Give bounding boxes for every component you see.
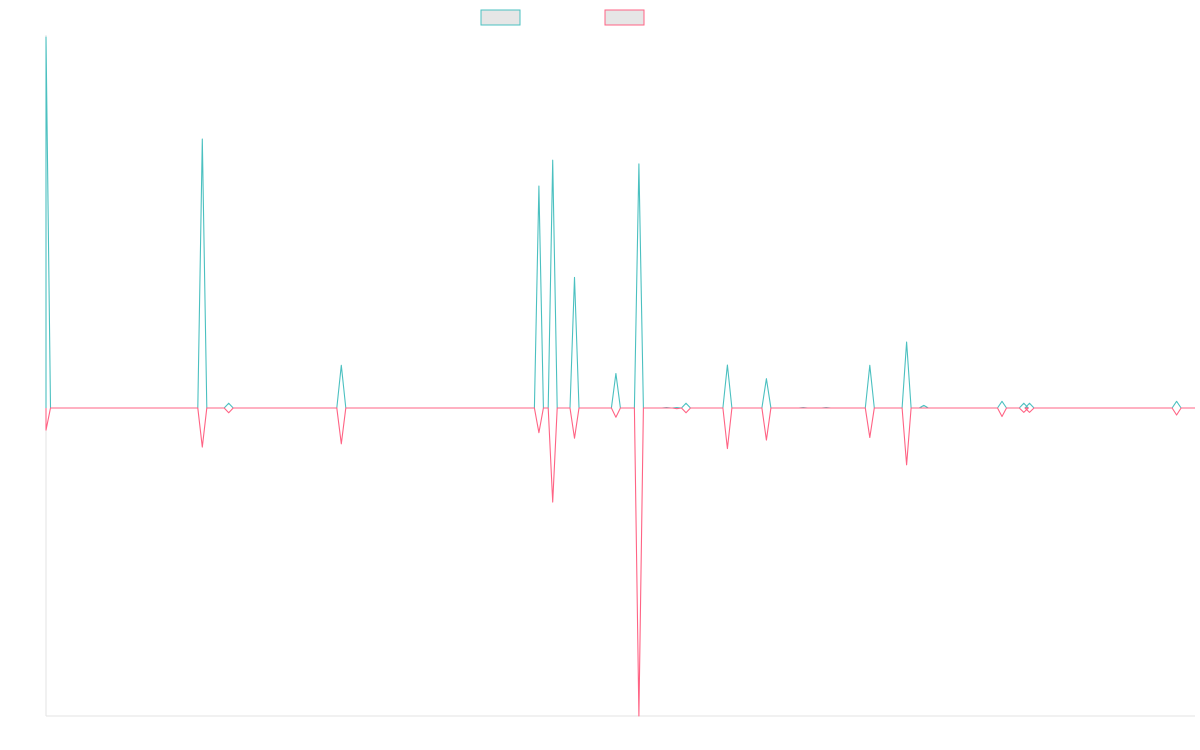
legend-swatch-1[interactable] — [480, 9, 521, 26]
data-point-s2-9[interactable] — [636, 713, 642, 719]
data-point-s2-2[interactable] — [199, 444, 205, 450]
data-point-s1-13[interactable] — [724, 362, 730, 368]
data-point-s2-10[interactable] — [674, 406, 680, 412]
data-point-s2-12[interactable] — [724, 446, 730, 452]
legend — [480, 9, 645, 26]
data-point-s2-16[interactable] — [999, 414, 1005, 420]
data-point-s1-8[interactable] — [613, 371, 619, 377]
data-point-s1-12[interactable] — [683, 400, 689, 406]
data-point-s2-5[interactable] — [536, 430, 542, 436]
data-point-s2-14[interactable] — [867, 435, 873, 441]
data-point-s1-4[interactable] — [338, 362, 344, 368]
data-point-s2-13[interactable] — [763, 437, 769, 443]
data-point-s1-22[interactable] — [1027, 400, 1033, 406]
data-point-s1-1[interactable] — [43, 34, 49, 40]
data-point-s1-23[interactable] — [1174, 398, 1180, 404]
data-point-s1-18[interactable] — [904, 339, 910, 345]
data-point-s1-21[interactable] — [1021, 400, 1027, 406]
axes — [45, 35, 1195, 717]
data-point-s1-2[interactable] — [199, 136, 205, 142]
data-point-s1-3[interactable] — [226, 400, 232, 406]
data-point-s2-1[interactable] — [43, 427, 49, 433]
data-point-s2-17[interactable] — [1021, 409, 1027, 415]
data-point-s2-3[interactable] — [226, 410, 232, 416]
data-point-s1-14[interactable] — [763, 376, 769, 382]
series-line-2 — [45, 407, 1195, 717]
data-point-s1-17[interactable] — [867, 362, 873, 368]
data-point-s2-19[interactable] — [1174, 412, 1180, 418]
data-point-s1-9[interactable] — [636, 161, 642, 167]
data-point-s2-15[interactable] — [904, 462, 910, 468]
data-point-s1-20[interactable] — [999, 398, 1005, 404]
data-point-s1-6[interactable] — [550, 157, 556, 163]
data-point-s2-6[interactable] — [550, 499, 556, 505]
data-point-s1-5[interactable] — [536, 183, 542, 189]
data-point-s2-11[interactable] — [683, 410, 689, 416]
data-point-s1-7[interactable] — [572, 274, 578, 280]
series-layer — [43, 34, 1195, 719]
data-point-s2-4[interactable] — [338, 441, 344, 447]
data-point-s2-7[interactable] — [572, 435, 578, 441]
data-point-s2-18[interactable] — [1027, 409, 1033, 415]
legend-swatch-2[interactable] — [604, 9, 645, 26]
series-line-1 — [45, 36, 1195, 409]
data-point-s2-8[interactable] — [613, 414, 619, 420]
